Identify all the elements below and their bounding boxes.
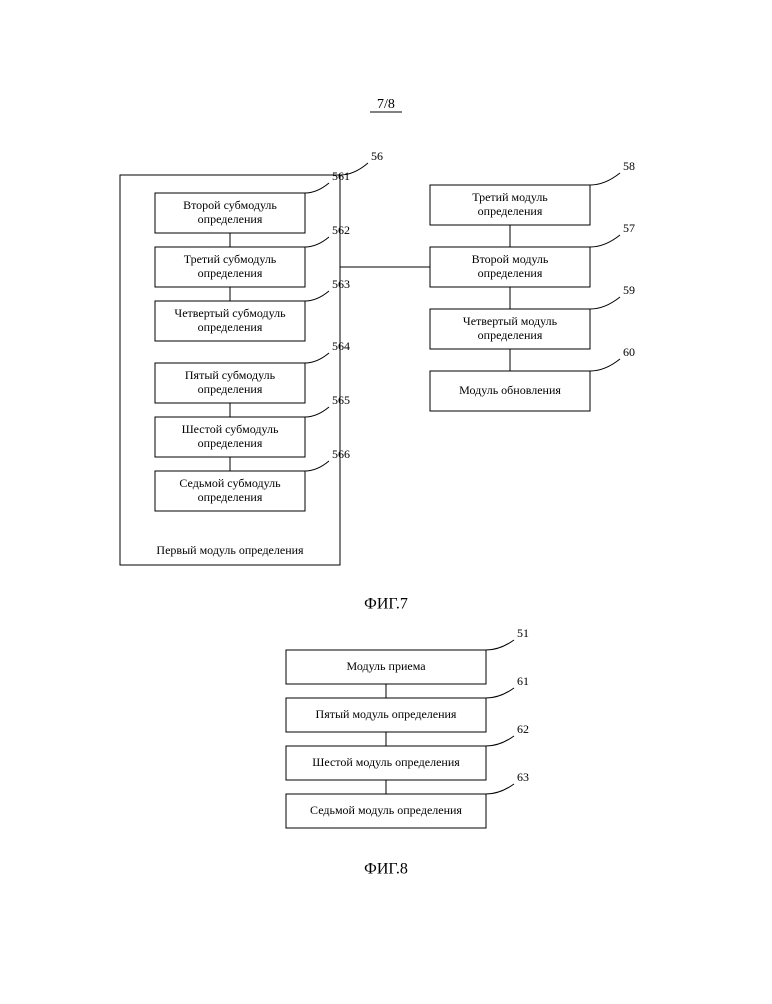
svg-text:Третий модульопределения: Третий модульопределения	[472, 190, 548, 218]
svg-text:63: 63	[517, 770, 529, 784]
svg-text:Пятый субмодульопределения: Пятый субмодульопределения	[185, 368, 276, 396]
svg-text:Модуль приема: Модуль приема	[346, 659, 426, 673]
svg-text:59: 59	[623, 283, 635, 297]
svg-text:Второй модульопределения: Второй модульопределения	[472, 252, 549, 280]
svg-text:Пятый модуль определения: Пятый модуль определения	[316, 707, 457, 721]
page: 7/8Первый модуль определения56Второй суб…	[0, 0, 772, 999]
svg-text:61: 61	[517, 674, 529, 688]
diagram-svg: 7/8Первый модуль определения56Второй суб…	[0, 0, 772, 999]
svg-text:ФИГ.7: ФИГ.7	[364, 596, 408, 613]
svg-text:562: 562	[332, 223, 350, 237]
svg-text:60: 60	[623, 345, 635, 359]
svg-text:563: 563	[332, 277, 350, 291]
svg-text:56: 56	[371, 149, 383, 163]
svg-text:ФИГ.8: ФИГ.8	[364, 861, 408, 878]
svg-text:561: 561	[332, 169, 350, 183]
svg-text:565: 565	[332, 393, 350, 407]
svg-text:Седьмой модуль определения: Седьмой модуль определения	[310, 803, 462, 817]
svg-text:57: 57	[623, 221, 635, 235]
svg-text:Модуль обновления: Модуль обновления	[459, 383, 561, 397]
svg-text:Шестой модуль определения: Шестой модуль определения	[312, 755, 460, 769]
svg-text:7/8: 7/8	[377, 97, 395, 112]
svg-text:Первый модуль определения: Первый модуль определения	[156, 543, 304, 557]
svg-text:62: 62	[517, 722, 529, 736]
svg-text:566: 566	[332, 447, 350, 461]
svg-text:51: 51	[517, 626, 529, 640]
svg-text:564: 564	[332, 339, 350, 353]
svg-text:58: 58	[623, 159, 635, 173]
